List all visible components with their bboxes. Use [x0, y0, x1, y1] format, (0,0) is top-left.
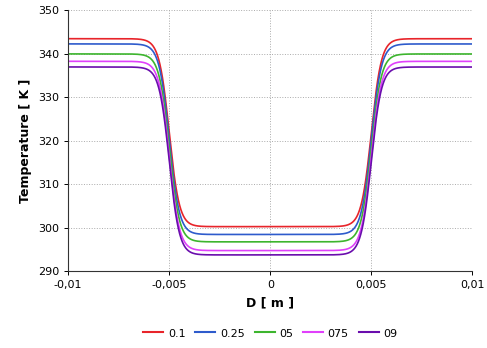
0.25	[65, 42, 71, 46]
05	[328, 240, 334, 244]
0.25	[328, 232, 334, 237]
0.1	[65, 37, 71, 41]
075	[367, 168, 373, 172]
075	[398, 60, 404, 64]
09	[220, 253, 225, 257]
09	[308, 253, 314, 257]
05	[267, 240, 273, 244]
0.1	[139, 37, 145, 41]
0.1	[367, 144, 373, 148]
0.25	[220, 232, 225, 237]
Line: 09: 09	[68, 67, 472, 255]
075	[220, 248, 225, 253]
0.25	[469, 42, 475, 46]
05	[308, 240, 314, 244]
0.25	[398, 42, 404, 47]
Line: 0.25: 0.25	[68, 44, 472, 235]
Line: 05: 05	[68, 54, 472, 242]
X-axis label: D [ m ]: D [ m ]	[246, 296, 294, 309]
09	[139, 66, 145, 70]
Legend: 0.1, 0.25, 05, 075, 09: 0.1, 0.25, 05, 075, 09	[139, 324, 402, 343]
0.25	[367, 151, 373, 155]
05	[220, 240, 225, 244]
09	[469, 65, 475, 69]
09	[367, 173, 373, 177]
075	[328, 248, 334, 253]
05	[139, 53, 145, 57]
075	[65, 59, 71, 63]
075	[267, 248, 273, 253]
05	[65, 52, 71, 56]
05	[469, 52, 475, 56]
0.1	[328, 224, 334, 229]
Line: 0.1: 0.1	[68, 39, 472, 227]
075	[469, 59, 475, 63]
Y-axis label: Temperature [ K ]: Temperature [ K ]	[19, 79, 32, 203]
09	[398, 65, 404, 70]
09	[65, 65, 71, 69]
Line: 075: 075	[68, 61, 472, 251]
0.1	[308, 224, 314, 229]
0.1	[398, 37, 404, 41]
0.1	[220, 224, 225, 229]
0.25	[139, 43, 145, 47]
0.1	[469, 37, 475, 41]
075	[139, 60, 145, 64]
09	[328, 253, 334, 257]
0.25	[267, 232, 273, 237]
075	[308, 248, 314, 253]
0.25	[308, 232, 314, 237]
05	[367, 159, 373, 164]
09	[267, 253, 273, 257]
05	[398, 53, 404, 57]
0.1	[267, 224, 273, 229]
